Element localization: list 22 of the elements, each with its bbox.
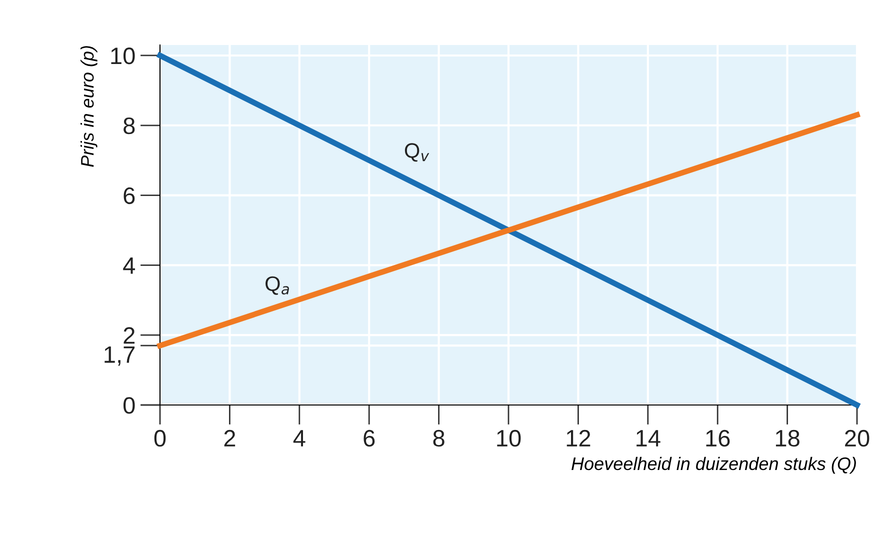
x-tick-label: 10 [497,430,521,447]
x-tick-label: 14 [636,430,660,446]
y-tick-label: 4 [123,258,136,274]
x-tick-label: 20 [845,430,870,447]
series-label: Q$_{a}$ [266,276,289,295]
series-label: Q$_{v}$ [404,143,430,162]
x-tick-label: 0 [154,430,166,447]
x-tick-label: 12 [566,430,590,446]
x-axis-title: Hoeveelheid in duizenden stuks (Q) [572,456,856,474]
y-tick-label: 0 [123,397,135,414]
y-axis-title: Prijs in euro (p) [80,46,98,167]
y-tick-label: 10 [111,48,135,64]
x-tick-label: 4 [293,430,306,446]
x-tick-label: 16 [706,430,730,447]
y-tick-label: 6 [124,187,135,204]
x-tick-label: 18 [776,430,800,447]
x-tick-label: 2 [224,430,236,446]
x-tick-label: 8 [433,430,444,447]
y-tick-label: 1,7 [104,346,135,366]
x-tick-label: 6 [364,430,375,447]
y-tick-label: 8 [124,117,135,134]
y-tick-label: 2 [124,327,135,344]
